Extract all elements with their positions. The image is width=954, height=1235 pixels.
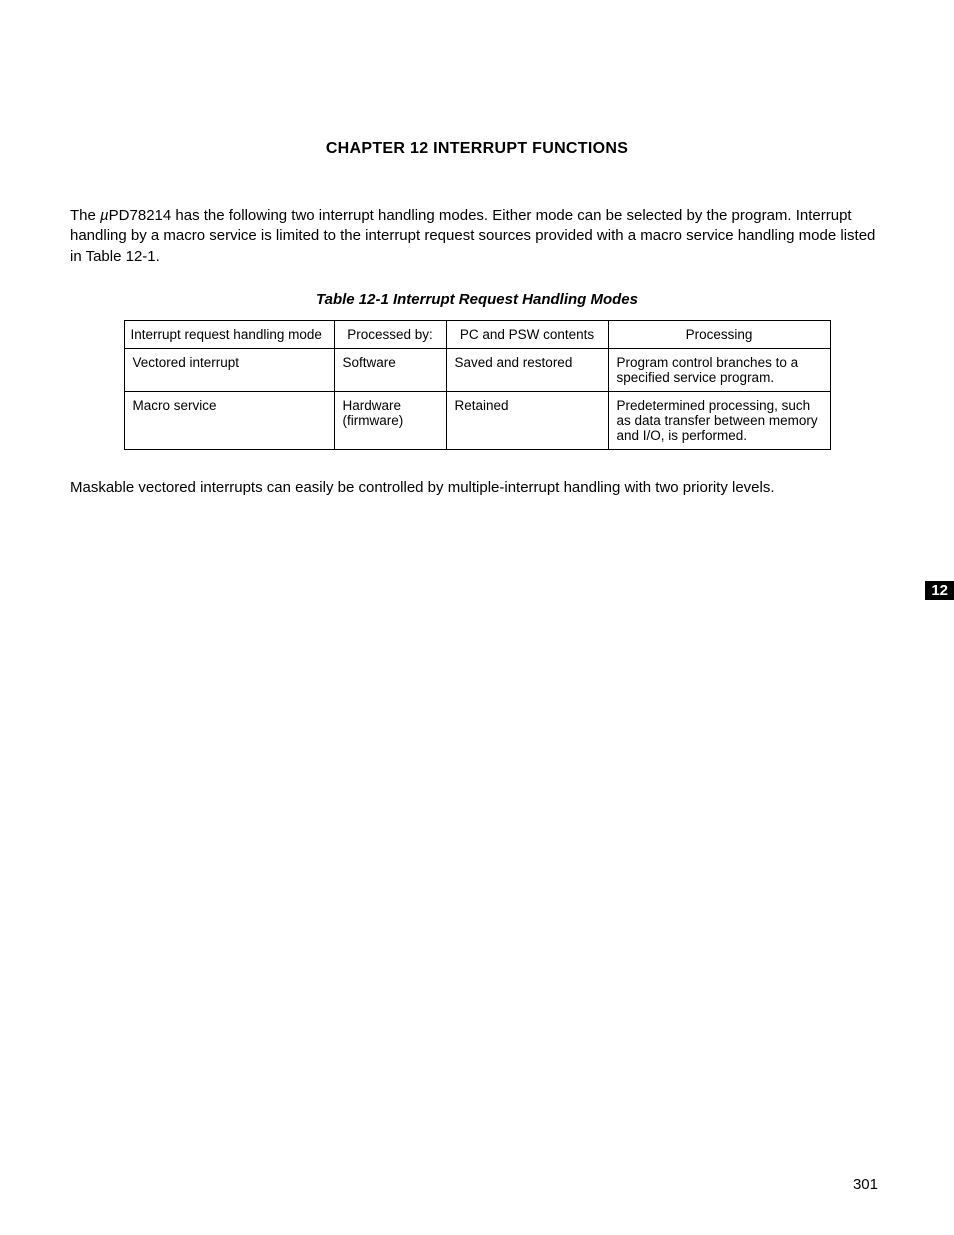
closing-paragraph: Maskable vectored interrupts can easily … [70, 478, 884, 498]
intro-prefix: The [70, 207, 100, 224]
table-cell: Vectored interrupt [124, 348, 334, 391]
interrupt-modes-table: Interrupt request handling mode Processe… [124, 320, 831, 450]
table-row: Macro service Hardware (firmware) Retain… [124, 391, 830, 449]
table-caption: Table 12-1 Interrupt Request Handling Mo… [70, 291, 884, 308]
table-header-cell: Processed by: [334, 320, 446, 348]
table-cell: Software [334, 348, 446, 391]
intro-paragraph: The µPD78214 has the following two inter… [70, 206, 884, 267]
chapter-title: CHAPTER 12 INTERRUPT FUNCTIONS [70, 140, 884, 158]
intro-rest: PD78214 has the following two interrupt … [70, 207, 875, 265]
table-header-cell: PC and PSW contents [446, 320, 608, 348]
mu-symbol: µ [100, 207, 109, 224]
table-cell: Hardware (firmware) [334, 391, 446, 449]
table-cell: Program control branches to a specified … [608, 348, 830, 391]
table-header-row: Interrupt request handling mode Processe… [124, 320, 830, 348]
table-header-cell: Interrupt request handling mode [124, 320, 334, 348]
page-container: CHAPTER 12 INTERRUPT FUNCTIONS The µPD78… [0, 0, 954, 1035]
table-cell: Saved and restored [446, 348, 608, 391]
table-cell: Retained [446, 391, 608, 449]
table-cell: Macro service [124, 391, 334, 449]
table-header-cell: Processing [608, 320, 830, 348]
table-cell: Predetermined processing, such as data t… [608, 391, 830, 449]
table-wrapper: Interrupt request handling mode Processe… [70, 320, 884, 450]
table-row: Vectored interrupt Software Saved and re… [124, 348, 830, 391]
page-number: 301 [853, 1176, 878, 1193]
chapter-side-tab: 12 [925, 581, 954, 600]
